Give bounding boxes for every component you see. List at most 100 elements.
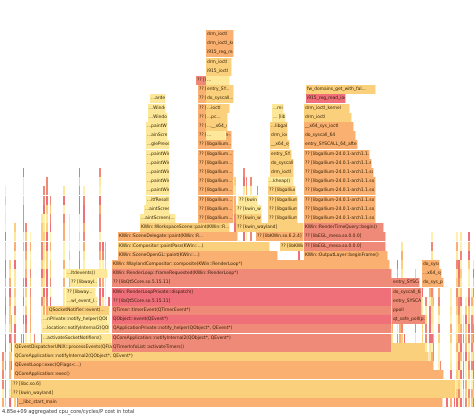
stack-frame-sliver[interactable]	[468, 315, 470, 325]
stack-frame-sliver[interactable]	[429, 324, 431, 334]
stack-frame[interactable]: ?? [libEGL_mesa.so.0.0.0]	[304, 232, 386, 242]
stack-frame-sliver[interactable]	[50, 269, 51, 279]
stack-frame-sliver[interactable]	[243, 168, 245, 177]
stack-frame-sliver[interactable]	[438, 287, 440, 297]
stack-frame-sliver[interactable]	[41, 223, 43, 233]
stack-frame-sliver[interactable]	[23, 269, 24, 279]
stack-frame-sliver[interactable]	[429, 342, 431, 352]
stack-frame-sliver[interactable]	[99, 204, 101, 214]
stack-frame-sliver[interactable]	[43, 195, 45, 205]
stack-frame[interactable]: ?? [kwin_wayland]	[236, 204, 262, 214]
stack-frame[interactable]: ?? [libgallium...]	[198, 186, 234, 196]
stack-frame-sliver[interactable]	[63, 214, 65, 223]
stack-frame-sliver[interactable]	[425, 296, 427, 306]
stack-frame-sliver[interactable]	[401, 269, 403, 279]
stack-frame-sliver[interactable]	[460, 296, 462, 306]
stack-frame-sliver[interactable]	[50, 287, 51, 297]
stack-frame-sliver[interactable]	[41, 296, 43, 306]
stack-frame[interactable]: i915_ioctl	[206, 66, 232, 76]
stack-frame-sliver[interactable]	[63, 223, 65, 233]
stack-frame-sliver[interactable]	[460, 269, 462, 279]
stack-frame[interactable]: entry_SY...	[270, 149, 292, 159]
stack-frame-sliver[interactable]	[5, 223, 6, 233]
stack-frame-sliver[interactable]	[460, 241, 462, 251]
stack-frame[interactable]: ?? [libwayl...	[70, 278, 98, 288]
stack-frame-sliver[interactable]	[43, 278, 45, 288]
stack-frame-sliver[interactable]	[460, 361, 462, 371]
stack-frame-sliver[interactable]	[5, 232, 6, 242]
stack-frame-sliver[interactable]	[50, 204, 51, 214]
stack-frame-sliver[interactable]	[456, 324, 458, 334]
stack-frame[interactable]: ?? [libgallium...]	[198, 195, 234, 205]
stack-frame-sliver[interactable]	[83, 241, 85, 251]
stack-frame-sliver[interactable]	[5, 370, 6, 380]
stack-frame-sliver[interactable]	[9, 388, 11, 398]
stack-frame[interactable]: ppoll	[392, 306, 422, 315]
stack-frame-sliver[interactable]	[5, 241, 6, 251]
stack-frame-sliver[interactable]	[438, 306, 440, 315]
stack-frame-sliver[interactable]	[456, 241, 458, 251]
stack-frame[interactable]: ...glePresent()	[146, 140, 170, 150]
stack-frame-sliver[interactable]	[438, 352, 440, 361]
stack-frame[interactable]: QTimerInfoList::activateTimers()	[112, 342, 392, 352]
stack-frame-sliver[interactable]	[43, 306, 45, 315]
stack-frame-sliver[interactable]	[25, 223, 27, 233]
stack-frame-sliver[interactable]	[471, 296, 473, 306]
stack-frame-sliver[interactable]	[456, 296, 458, 306]
stack-frame-sliver[interactable]	[5, 306, 6, 315]
stack-frame-sliver[interactable]	[471, 370, 473, 380]
stack-frame-sliver[interactable]	[5, 204, 6, 214]
stack-frame-sliver[interactable]	[9, 315, 11, 325]
stack-frame-sliver[interactable]	[79, 168, 80, 177]
stack-frame[interactable]: drm_ioctl_kernel	[206, 39, 234, 49]
stack-frame-sliver[interactable]	[21, 333, 22, 343]
stack-frame[interactable]: do_syscall...	[206, 94, 234, 104]
stack-frame-sliver[interactable]	[440, 361, 441, 371]
stack-frame-sliver[interactable]	[5, 398, 6, 407]
stack-frame-sliver[interactable]	[5, 195, 6, 205]
stack-frame-sliver[interactable]	[458, 379, 460, 389]
stack-frame-sliver[interactable]	[34, 333, 35, 343]
stack-frame-sliver[interactable]	[468, 232, 470, 242]
stack-frame-sliver[interactable]	[460, 306, 462, 315]
stack-frame-sliver[interactable]	[99, 195, 101, 205]
stack-frame[interactable]: QCoreApplication::notifyInternal2(QObjec…	[112, 333, 392, 343]
stack-frame-sliver[interactable]	[463, 324, 464, 334]
stack-frame-sliver[interactable]	[102, 296, 104, 306]
stack-frame-sliver[interactable]	[50, 223, 51, 233]
stack-frame-sliver[interactable]	[250, 186, 252, 196]
stack-frame-sliver[interactable]	[99, 278, 101, 288]
stack-frame-sliver[interactable]	[234, 204, 236, 214]
stack-frame-sliver[interactable]	[471, 315, 473, 325]
stack-frame[interactable]: QSocketNotifier::event(...	[48, 306, 110, 315]
stack-frame-sliver[interactable]	[460, 278, 462, 288]
stack-frame-sliver[interactable]	[30, 250, 31, 260]
stack-frame[interactable]: ...pc...	[206, 112, 228, 122]
stack-frame-sliver[interactable]	[468, 241, 470, 251]
stack-frame-sliver[interactable]	[46, 296, 48, 306]
stack-frame[interactable]: drm_ioctl	[206, 57, 232, 67]
stack-frame-sliver[interactable]	[450, 296, 452, 306]
stack-frame-sliver[interactable]	[458, 287, 460, 297]
stack-frame-sliver[interactable]	[401, 260, 403, 269]
stack-frame[interactable]: KWin::OutputLayer::beginFrame()	[304, 250, 388, 260]
stack-frame-sliver[interactable]	[41, 269, 43, 279]
stack-frame-sliver[interactable]	[50, 278, 51, 288]
stack-frame-sliver[interactable]	[63, 296, 65, 306]
stack-frame-sliver[interactable]	[46, 204, 48, 214]
stack-frame-sliver[interactable]	[9, 287, 11, 297]
stack-frame-sliver[interactable]	[392, 333, 393, 343]
stack-frame-sliver[interactable]	[5, 352, 6, 361]
stack-frame-sliver[interactable]	[23, 260, 24, 269]
stack-frame[interactable]: QApplicationPrivate::notify_helper(QObje…	[112, 324, 392, 334]
stack-frame[interactable]: i915_reg_read_ioctl	[206, 48, 234, 58]
stack-frame-sliver[interactable]	[102, 241, 104, 251]
stack-frame-sliver[interactable]	[41, 260, 43, 269]
stack-frame-sliver[interactable]	[14, 232, 16, 242]
stack-frame-sliver[interactable]	[2, 388, 4, 398]
stack-frame-sliver[interactable]	[257, 186, 258, 196]
stack-frame[interactable]: ...paintWindow(...)	[146, 122, 168, 131]
stack-frame[interactable]: ?? [kwin_wayland]	[236, 223, 304, 233]
stack-frame[interactable]: ?? [libgallium...]	[198, 177, 234, 187]
stack-frame-sliver[interactable]	[458, 260, 460, 269]
